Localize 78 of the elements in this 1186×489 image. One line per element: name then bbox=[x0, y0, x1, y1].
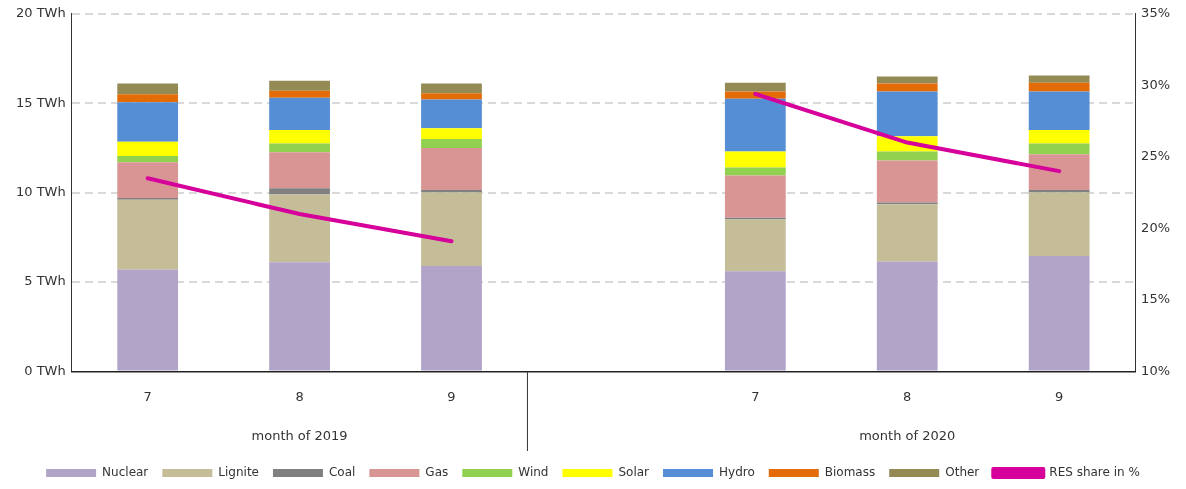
legend-label: Biomass bbox=[824, 465, 876, 480]
bar bbox=[724, 98, 786, 152]
bar bbox=[269, 262, 330, 371]
text: month of 2020 bbox=[859, 428, 956, 444]
bar bbox=[421, 138, 482, 148]
x-tick-label: 7 bbox=[143, 388, 152, 404]
bar bbox=[421, 99, 482, 129]
y-tick-label: 10 TWh bbox=[15, 183, 66, 199]
bar bbox=[724, 175, 786, 218]
bar bbox=[1028, 256, 1090, 371]
legend-label: Nuclear bbox=[102, 465, 149, 480]
bar bbox=[1028, 130, 1090, 144]
x-tick-label: 9 bbox=[447, 388, 456, 404]
legend-label: Lignite bbox=[218, 465, 259, 480]
y2-tick-label: 10% bbox=[1141, 362, 1171, 378]
bar bbox=[876, 83, 938, 92]
x-tick-label: 9 bbox=[1055, 388, 1064, 404]
legend-label: Other bbox=[945, 465, 980, 480]
bar bbox=[269, 188, 330, 195]
legend-label: Solar bbox=[618, 465, 650, 480]
bar bbox=[876, 204, 938, 262]
text: month of 2019 bbox=[251, 428, 348, 444]
y2-tick-label: 35% bbox=[1141, 5, 1171, 21]
bar bbox=[421, 128, 482, 139]
bar bbox=[117, 199, 179, 270]
bar bbox=[1028, 82, 1090, 92]
bar bbox=[117, 94, 179, 103]
y2-tick-label: 15% bbox=[1141, 291, 1171, 307]
bar bbox=[1028, 189, 1090, 193]
x-tick-label: 7 bbox=[751, 388, 760, 404]
bar bbox=[269, 90, 330, 98]
bar bbox=[876, 91, 938, 137]
bar bbox=[421, 93, 482, 100]
legend-label: Hydro bbox=[719, 465, 755, 480]
y2-tick-label: 20% bbox=[1141, 219, 1171, 235]
bar bbox=[724, 219, 786, 272]
x-tick-label: 8 bbox=[903, 388, 912, 404]
bar bbox=[876, 160, 938, 203]
bar bbox=[421, 189, 482, 193]
bar bbox=[1028, 154, 1090, 190]
bar bbox=[269, 97, 330, 131]
y-tick-label: 15 TWh bbox=[15, 94, 66, 110]
y-tick-label: 0 TWh bbox=[24, 362, 66, 378]
bar bbox=[269, 152, 330, 189]
bar bbox=[117, 269, 179, 371]
y-tick-label: 20 TWh bbox=[15, 5, 66, 21]
bar bbox=[117, 155, 179, 163]
x-tick-label: 8 bbox=[295, 388, 304, 404]
legend-label: Wind bbox=[518, 465, 549, 480]
bar bbox=[876, 261, 938, 371]
bar bbox=[876, 76, 938, 84]
y2-tick-label: 30% bbox=[1141, 76, 1171, 92]
legend-label: Coal bbox=[328, 465, 356, 480]
bar bbox=[269, 194, 330, 263]
bar bbox=[724, 167, 786, 176]
bar bbox=[269, 80, 330, 91]
bar bbox=[1028, 192, 1090, 257]
bar bbox=[1028, 91, 1090, 131]
bar bbox=[1028, 143, 1090, 155]
bar bbox=[117, 141, 179, 156]
bar bbox=[269, 143, 330, 153]
bar bbox=[421, 147, 482, 190]
bar bbox=[421, 265, 482, 371]
y-tick-label: 5 TWh bbox=[24, 273, 66, 289]
y2-tick-label: 25% bbox=[1141, 148, 1171, 164]
bar bbox=[421, 192, 482, 266]
bar bbox=[724, 271, 786, 371]
legend-label: Gas bbox=[425, 465, 449, 480]
bar bbox=[1028, 75, 1090, 83]
bar bbox=[724, 82, 786, 92]
bar bbox=[876, 151, 938, 161]
bar bbox=[421, 83, 482, 94]
bar bbox=[269, 130, 330, 144]
bar bbox=[117, 102, 179, 142]
bar bbox=[117, 162, 179, 198]
legend-label: RES share in % bbox=[1049, 465, 1140, 480]
bar bbox=[724, 151, 786, 168]
bar bbox=[117, 83, 179, 95]
